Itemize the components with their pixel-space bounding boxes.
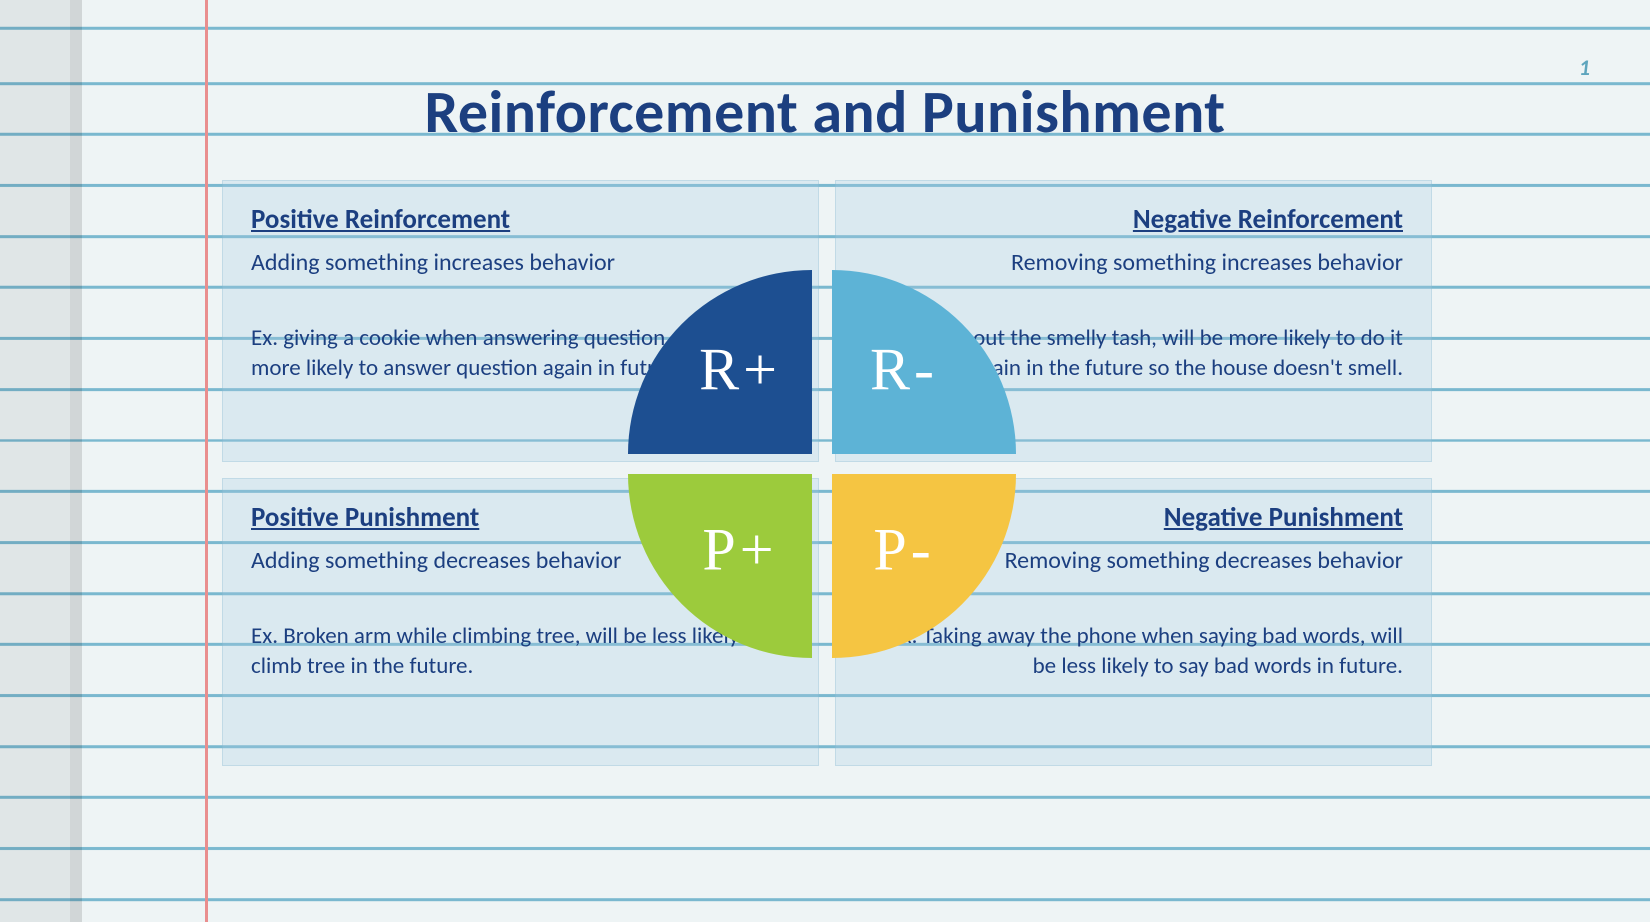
pie-label-r-minus: R-	[870, 336, 938, 405]
notebook-paper: 1 Reinforcement and Punishment Positive …	[0, 0, 1650, 922]
quadrant-circle: R+ R- P+ P-	[628, 270, 1016, 658]
heading: Positive Reinforcement	[251, 203, 790, 236]
page-title: Reinforcement and Punishment	[0, 76, 1650, 149]
pie-label-p-plus: P+	[702, 516, 777, 585]
pie-label-p-minus: P-	[873, 516, 934, 585]
pie-label-r-plus: R+	[699, 336, 781, 405]
heading: Negative Reinforcement	[864, 203, 1403, 236]
